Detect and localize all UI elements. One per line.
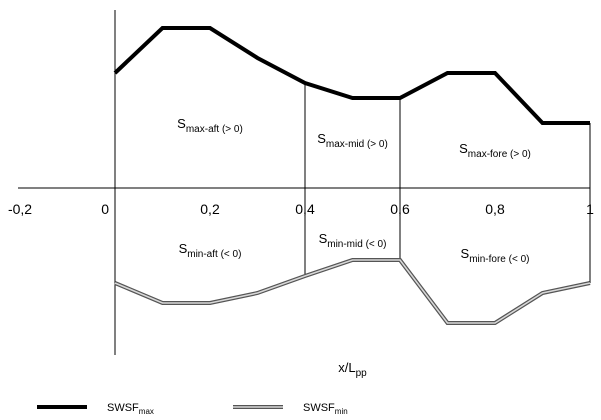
x-tick-label: 0,2: [200, 201, 220, 217]
legend: SWSFmax SWSFmin: [37, 402, 348, 416]
region-labels: Smax-aft (> 0) Smax-mid (> 0) Smax-fore (>…: [177, 116, 531, 265]
series-max-line: [113, 26, 590, 125]
region-label: Smax-mid (> 0): [317, 131, 388, 150]
x-tick-label: -0,2: [8, 201, 32, 217]
x-tick-labels: -0,2 0 0,2 0,4 0,6 0,8 1: [8, 201, 594, 217]
legend-label: SWSFmin: [303, 402, 348, 416]
axes: [18, 10, 590, 355]
region-label: Smin-mid (< 0): [319, 231, 387, 250]
x-tick-label: 1: [586, 201, 594, 217]
legend-item: SWSFmin: [233, 402, 348, 416]
region-label: Smin-aft (< 0): [179, 241, 242, 260]
legend-item: SWSFmax: [37, 402, 154, 416]
region-label: Smin-fore (< 0): [461, 246, 530, 265]
region-label: Smax-aft (> 0): [177, 116, 243, 135]
series-min-line: [114, 258, 591, 325]
x-tick-label: 0,6: [390, 201, 410, 217]
series-min-inner: [114, 259, 591, 324]
legend-label: SWSFmax: [107, 402, 154, 416]
x-tick-label: 0,8: [485, 201, 505, 217]
x-axis-label-base: x/L: [338, 360, 355, 375]
region-label: Smax-fore (> 0): [459, 141, 531, 160]
series-min-outer: [114, 258, 591, 325]
x-tick-label: 0,4: [295, 201, 315, 217]
x-axis-label: x/Lpp: [338, 360, 367, 379]
x-tick-label: 0: [101, 201, 109, 217]
series-lines: [113, 26, 591, 325]
section-boundaries: [304, 83, 591, 283]
x-axis-label-sub: pp: [356, 368, 368, 379]
